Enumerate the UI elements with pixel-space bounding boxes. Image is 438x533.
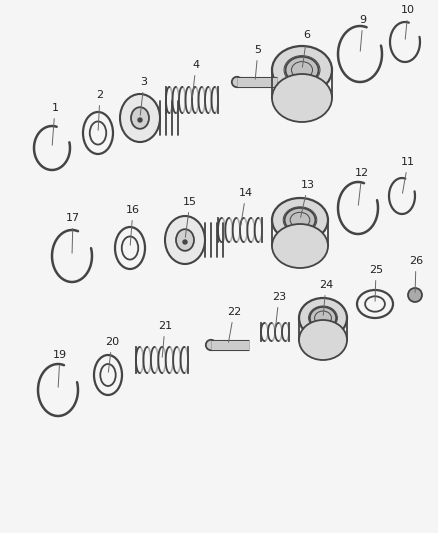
Ellipse shape [285,208,315,232]
Text: 24: 24 [319,280,333,315]
Ellipse shape [299,320,347,360]
Ellipse shape [165,216,205,264]
Text: 15: 15 [183,197,197,237]
Circle shape [138,118,142,122]
Text: 1: 1 [52,103,59,145]
Circle shape [408,288,422,302]
Ellipse shape [176,229,194,251]
Text: 9: 9 [360,15,367,51]
Ellipse shape [310,307,336,329]
Text: 16: 16 [126,205,140,245]
Text: 14: 14 [239,188,253,227]
Text: 11: 11 [401,157,415,193]
Text: 2: 2 [96,90,103,130]
Ellipse shape [272,224,328,268]
Text: 5: 5 [254,45,261,79]
Text: 17: 17 [66,213,80,253]
Text: 4: 4 [192,60,200,97]
Circle shape [206,340,216,350]
Text: 21: 21 [158,321,172,357]
Text: 26: 26 [409,256,423,292]
Ellipse shape [299,298,347,338]
Text: 3: 3 [140,77,148,115]
Text: 12: 12 [355,168,369,205]
Circle shape [183,240,187,244]
Circle shape [232,77,242,87]
Text: 25: 25 [369,265,383,301]
Text: 23: 23 [272,292,286,329]
Ellipse shape [272,74,332,122]
Ellipse shape [272,46,332,94]
Ellipse shape [131,107,149,129]
Text: 22: 22 [227,307,241,342]
Text: 13: 13 [300,180,315,217]
Text: 19: 19 [53,350,67,387]
Text: 20: 20 [105,337,119,372]
Ellipse shape [272,198,328,242]
Text: 6: 6 [302,30,311,67]
Text: 10: 10 [401,5,415,39]
Ellipse shape [286,57,318,83]
Ellipse shape [120,94,160,142]
